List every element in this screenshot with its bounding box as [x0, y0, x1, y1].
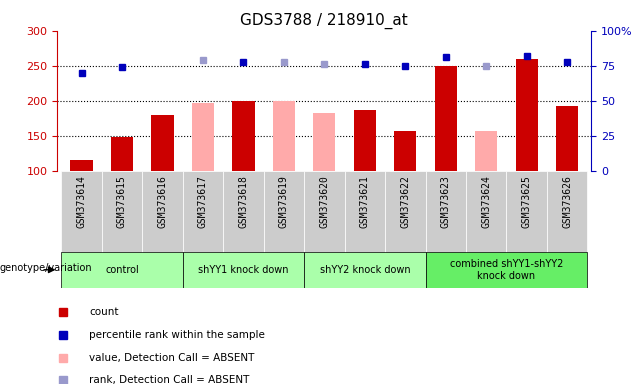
Text: shYY1 knock down: shYY1 knock down — [198, 265, 289, 275]
Title: GDS3788 / 218910_at: GDS3788 / 218910_at — [240, 13, 408, 29]
Bar — [71, 161, 93, 171]
Text: genotype/variation: genotype/variation — [0, 263, 93, 273]
Text: GSM373624: GSM373624 — [481, 175, 491, 228]
Bar — [304, 171, 345, 253]
Text: rank, Detection Call = ABSENT: rank, Detection Call = ABSENT — [89, 374, 250, 384]
Bar — [102, 171, 142, 253]
Bar — [434, 66, 457, 171]
Text: GSM373618: GSM373618 — [238, 175, 249, 228]
Text: GSM373626: GSM373626 — [562, 175, 572, 228]
Bar — [142, 171, 183, 253]
Bar — [223, 171, 264, 253]
Bar — [547, 171, 588, 253]
Bar — [264, 171, 304, 253]
Bar — [61, 171, 102, 253]
Bar — [506, 171, 547, 253]
Text: value, Detection Call = ABSENT: value, Detection Call = ABSENT — [89, 353, 254, 362]
Bar — [183, 171, 223, 253]
Bar — [183, 252, 304, 288]
Bar — [232, 101, 254, 171]
Bar — [345, 171, 385, 253]
Text: percentile rank within the sample: percentile rank within the sample — [89, 329, 265, 339]
Text: combined shYY1-shYY2
knock down: combined shYY1-shYY2 knock down — [450, 259, 563, 281]
Bar — [425, 171, 466, 253]
Bar — [425, 252, 588, 288]
Text: GSM373620: GSM373620 — [319, 175, 329, 228]
Bar — [192, 103, 214, 171]
Text: count: count — [89, 306, 119, 316]
Text: GSM373622: GSM373622 — [400, 175, 410, 228]
Bar — [111, 137, 133, 171]
Text: control: control — [105, 265, 139, 275]
Bar — [314, 113, 336, 171]
Bar — [556, 106, 578, 171]
Bar — [475, 131, 497, 171]
Text: GSM373619: GSM373619 — [279, 175, 289, 228]
Text: GSM373621: GSM373621 — [360, 175, 370, 228]
Bar — [385, 171, 425, 253]
Text: GSM373617: GSM373617 — [198, 175, 208, 228]
Text: GSM373615: GSM373615 — [117, 175, 127, 228]
Bar — [354, 110, 376, 171]
Bar — [466, 171, 506, 253]
Bar — [516, 59, 538, 171]
Text: shYY2 knock down: shYY2 knock down — [319, 265, 410, 275]
Bar — [304, 252, 425, 288]
Bar — [151, 115, 174, 171]
Bar — [61, 252, 183, 288]
Text: GSM373614: GSM373614 — [76, 175, 86, 228]
Text: GSM373616: GSM373616 — [158, 175, 167, 228]
Bar — [394, 131, 417, 171]
Bar — [273, 101, 295, 171]
Text: GSM373625: GSM373625 — [522, 175, 532, 228]
Text: GSM373623: GSM373623 — [441, 175, 451, 228]
